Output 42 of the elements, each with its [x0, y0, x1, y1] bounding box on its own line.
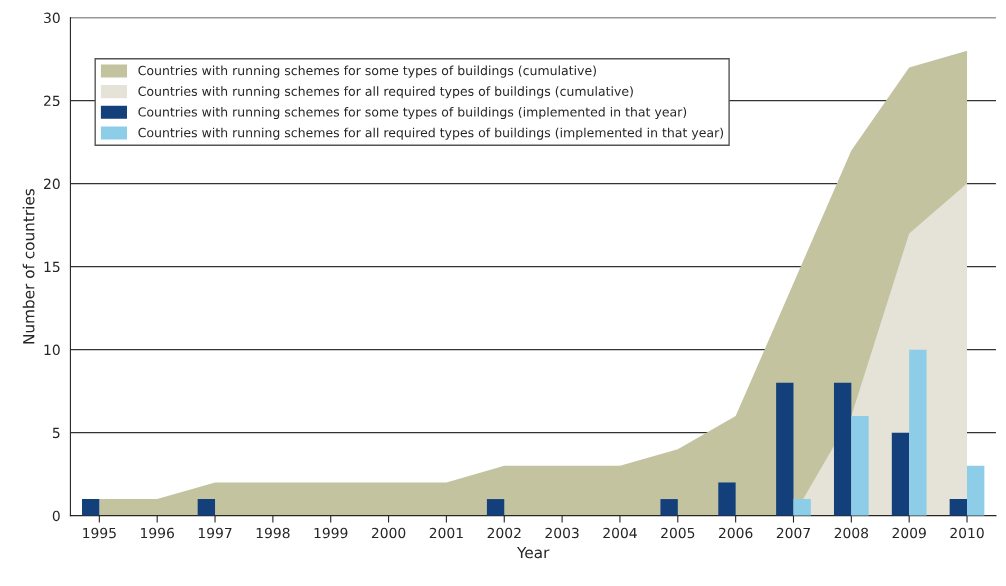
x-tick-label: 1996: [141, 527, 174, 539]
x-tick-label: 2009: [892, 527, 926, 539]
y-axis-title: Number of countries: [22, 188, 35, 344]
x-tick-label: 2008: [834, 527, 869, 539]
bar: [718, 482, 736, 516]
y-tick-label: 5: [52, 427, 60, 439]
y-tick-label: 25: [44, 95, 60, 107]
x-tick-label: 2000: [371, 527, 406, 539]
x-tick-label: 2010: [950, 527, 984, 539]
y-tick-label: 10: [44, 344, 60, 356]
bar: [486, 499, 505, 516]
bar: [891, 432, 910, 516]
bar: [776, 382, 794, 516]
x-tick-label: 1997: [198, 527, 232, 539]
legend-label: Countries with running schemes for some types of buildings (implemented in that year): [138, 106, 687, 120]
y-tick-label: 20: [44, 178, 60, 190]
bar: [81, 499, 100, 516]
bar: [833, 382, 852, 516]
x-axis-title: Year: [516, 546, 550, 559]
x-tick-label: 1999: [314, 527, 348, 539]
x-tick-label: 1998: [256, 527, 290, 539]
x-tick-label: 2003: [545, 527, 579, 539]
bar: [851, 416, 869, 516]
x-tick-label: 2007: [776, 527, 810, 539]
x-tick-label: 2001: [429, 527, 463, 539]
x-tick-label: 2005: [661, 527, 695, 539]
x-tick-label: 1995: [83, 527, 116, 539]
x-tick-label: 2002: [487, 527, 521, 539]
bar: [949, 499, 968, 516]
x-tick-label: 2004: [603, 527, 637, 539]
y-tick-label: 15: [44, 261, 60, 273]
bar: [197, 499, 216, 516]
bar: [660, 499, 678, 516]
x-tick-label: 2006: [718, 527, 753, 539]
bar: [967, 465, 985, 516]
y-tick-label: 0: [52, 510, 60, 522]
bar: [909, 349, 927, 516]
legend-label: Countries with running schemes for all required types of buildings (cumulative): [138, 86, 633, 99]
y-tick-label: 30: [44, 12, 60, 24]
legend-label: Countries with running schemes for all required types of buildings (implemented in that year): [138, 127, 724, 140]
legend-label: Countries with running schemes for some types of buildings (cumulative): [138, 65, 596, 78]
bar: [793, 499, 811, 516]
